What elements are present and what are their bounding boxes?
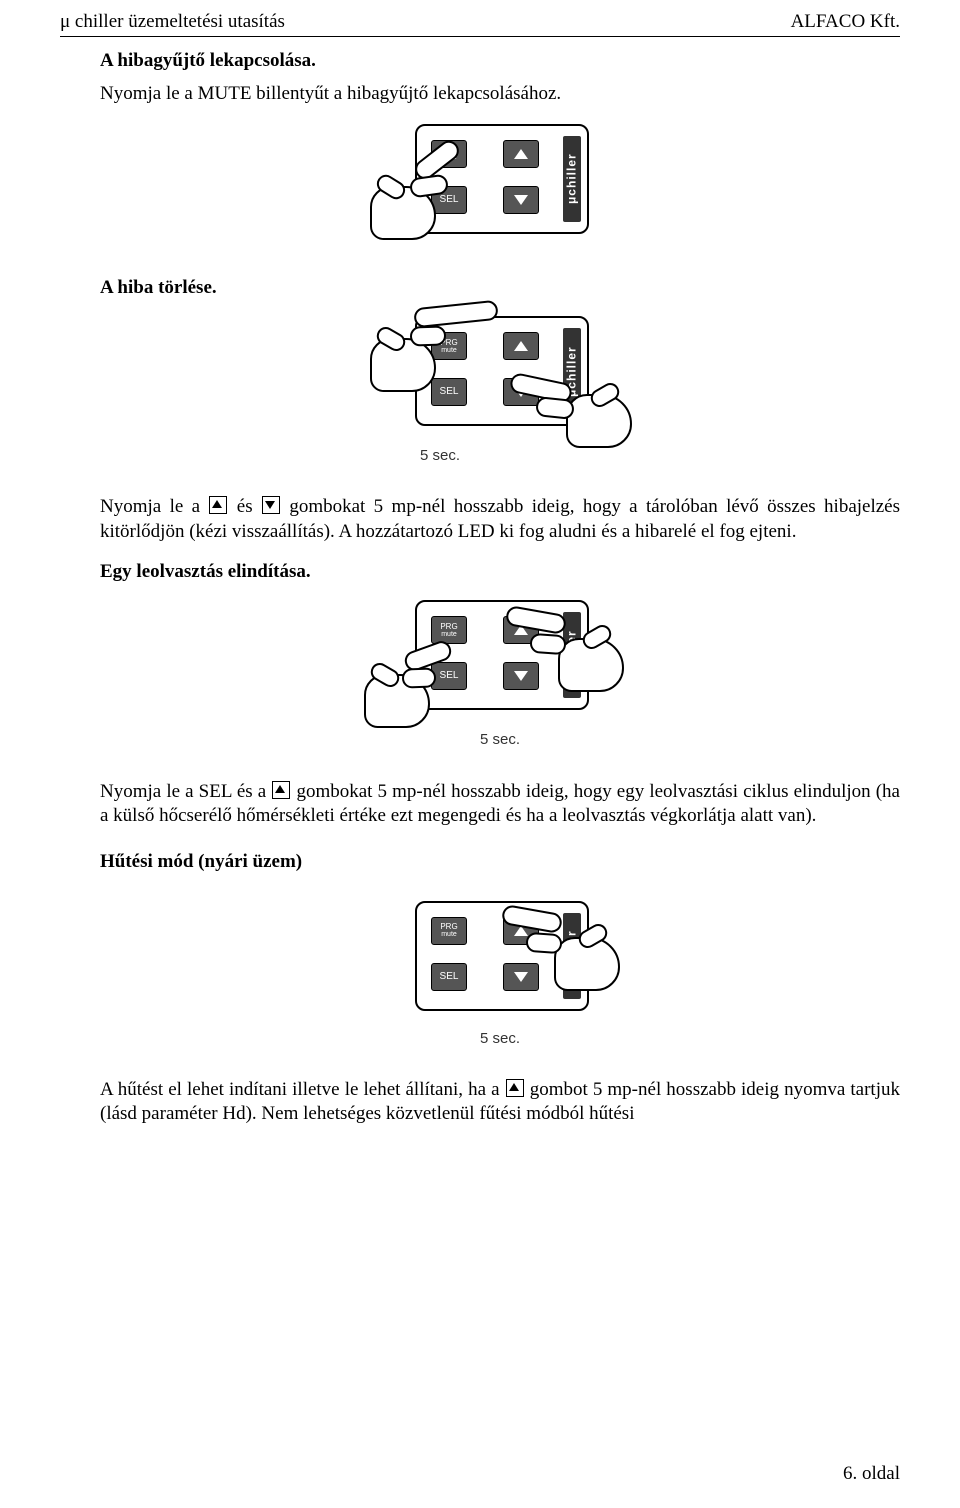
page-number: 6. oldal <box>843 1462 900 1486</box>
figure-2-canvas: PRG mute SEL clear μchiller <box>370 310 630 440</box>
up-arrow-icon <box>514 341 528 351</box>
page: μ chiller üzemeltetési utasítás ALFACO K… <box>0 0 960 1508</box>
header-left: μ chiller üzemeltetési utasítás <box>60 10 285 34</box>
figure-1: PRG mute SEL clear μchiller <box>100 116 900 246</box>
clear-label: clear <box>507 170 529 183</box>
figure-4-canvas: PRG mute SEL μchiller <box>380 895 620 1023</box>
section4-paragraph: A hűtést el lehet indítani illetve le le… <box>100 1078 900 1127</box>
side-label-text: μchiller <box>564 154 579 205</box>
figure-2-caption: 5 sec. <box>420 446 460 465</box>
content: A hibagyűjtő lekapcsolása. Nyomja le a M… <box>60 49 900 1126</box>
header-row: μ chiller üzemeltetési utasítás ALFACO K… <box>60 10 900 37</box>
figure-2-inner: PRG mute SEL clear μchiller <box>370 310 630 465</box>
up-button-2 <box>503 332 539 360</box>
up-arrow-icon <box>514 149 528 159</box>
figure-4-inner: PRG mute SEL μchiller <box>380 895 620 1048</box>
hand-left <box>370 304 500 399</box>
figure-3: PRG mute SEL μchiller <box>100 594 900 749</box>
figure-3-canvas: PRG mute SEL μchiller <box>370 594 630 724</box>
hand-4 <box>510 903 640 998</box>
up-button <box>503 140 539 168</box>
section4-title: Hűtési mód (nyári üzem) <box>100 850 900 874</box>
figure-1-canvas: PRG mute SEL clear μchiller <box>380 116 620 246</box>
section2-title: A hiba törlése. <box>100 276 900 300</box>
section3-paragraph: Nyomja le a SEL és a gombokat 5 mp-nél h… <box>100 780 900 829</box>
header-right: ALFACO Kft. <box>791 10 900 34</box>
section1-title: A hibagyűjtő lekapcsolása. <box>100 49 900 73</box>
section3-title: Egy leolvasztás elindítása. <box>100 560 900 584</box>
down-button <box>503 186 539 214</box>
up-icon <box>506 1079 524 1097</box>
hand-illustration <box>370 146 500 241</box>
section2-paragraph: Nyomja le a és gombokat 5 mp-nél hosszab… <box>100 495 900 544</box>
up-icon <box>209 496 227 514</box>
side-label: μchiller <box>563 136 581 222</box>
up-icon <box>272 781 290 799</box>
down-icon <box>262 496 280 514</box>
prg-mute-button-4: PRG mute <box>431 917 467 945</box>
section1-paragraph: Nyomja le a MUTE billentyűt a hibagyűjtő… <box>100 82 900 106</box>
hand-right <box>520 364 650 459</box>
sel-button-4: SEL <box>431 963 467 991</box>
figure-4-caption: 5 sec. <box>480 1029 520 1048</box>
figure-2: PRG mute SEL clear μchiller <box>100 310 900 465</box>
figure-4: PRG mute SEL μchiller <box>100 895 900 1048</box>
hand-left-3 <box>364 640 494 735</box>
down-arrow-icon <box>514 195 528 205</box>
hand-right-3 <box>512 604 642 699</box>
figure-3-inner: PRG mute SEL μchiller <box>370 594 630 749</box>
figure-1-inner: PRG mute SEL clear μchiller <box>380 116 620 246</box>
